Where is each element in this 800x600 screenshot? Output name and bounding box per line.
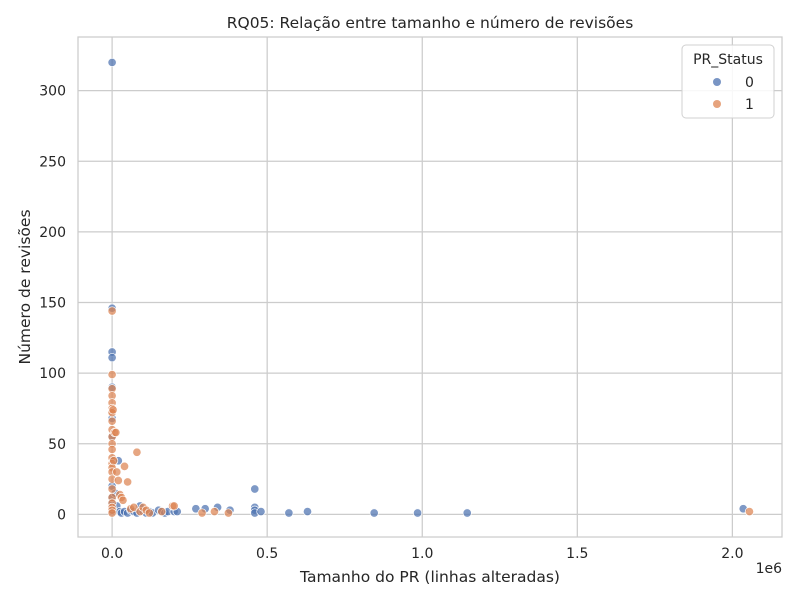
data-point bbox=[462, 508, 472, 518]
data-point bbox=[107, 484, 117, 494]
data-point bbox=[108, 405, 118, 415]
legend-label-0: 0 bbox=[745, 75, 754, 91]
data-point bbox=[209, 507, 220, 517]
x-tick-label: 1.5 bbox=[566, 546, 588, 562]
y-tick-label: 200 bbox=[39, 225, 66, 241]
data-point bbox=[119, 461, 130, 471]
data-point bbox=[144, 508, 154, 518]
data-point bbox=[107, 306, 117, 316]
data-point bbox=[107, 508, 117, 518]
y-tick-label: 300 bbox=[39, 84, 66, 100]
data-point bbox=[413, 508, 423, 518]
legend-marker-0 bbox=[713, 78, 721, 86]
y-tick-label: 100 bbox=[39, 366, 66, 382]
y-axis-title: Número de revisões bbox=[16, 209, 34, 364]
data-point bbox=[107, 57, 117, 67]
y-tick-label: 50 bbox=[48, 437, 66, 453]
data-point bbox=[284, 508, 294, 518]
data-point bbox=[191, 504, 201, 514]
plot-frame bbox=[77, 36, 783, 538]
data-point bbox=[118, 495, 128, 505]
y-tick-label: 150 bbox=[39, 296, 66, 312]
data-point bbox=[250, 484, 260, 494]
data-point bbox=[113, 475, 123, 486]
x-tick-label: 2.0 bbox=[721, 546, 743, 562]
data-point bbox=[129, 502, 139, 512]
legend-title: PR_Status bbox=[693, 52, 763, 68]
data-point bbox=[107, 416, 117, 426]
data-point bbox=[369, 508, 379, 518]
plot-area bbox=[78, 37, 782, 537]
data-point bbox=[112, 467, 122, 477]
x-axis-offset-label: 1e6 bbox=[756, 561, 783, 577]
grid bbox=[78, 37, 782, 537]
data-point bbox=[132, 447, 142, 457]
series-1 bbox=[107, 306, 754, 518]
x-tick-label: 0.0 bbox=[101, 546, 123, 562]
data-point bbox=[157, 507, 167, 517]
legend-label-1: 1 bbox=[745, 97, 754, 113]
x-tick-label: 0.5 bbox=[256, 546, 278, 562]
data-points bbox=[107, 57, 754, 518]
data-point bbox=[107, 370, 117, 380]
data-point bbox=[123, 477, 133, 487]
data-point bbox=[107, 444, 117, 454]
y-axis-ticks: 0 50 100 150 200 250 300 bbox=[39, 84, 66, 524]
data-point bbox=[111, 427, 121, 438]
chart-title: RQ05: Relação entre tamanho e número de … bbox=[227, 14, 634, 32]
x-tick-label: 1.0 bbox=[411, 546, 433, 562]
legend: PR_Status 0 1 bbox=[681, 44, 775, 119]
data-point bbox=[197, 508, 207, 518]
data-point bbox=[169, 501, 179, 511]
x-axis-ticks: 0.0 0.5 1.0 1.5 2.0 bbox=[101, 546, 744, 562]
legend-box bbox=[681, 44, 775, 119]
data-point bbox=[256, 507, 266, 517]
legend-marker-1 bbox=[713, 100, 721, 108]
data-point bbox=[223, 508, 233, 518]
data-point bbox=[302, 507, 313, 517]
data-point bbox=[107, 353, 117, 363]
y-tick-label: 250 bbox=[39, 154, 66, 170]
data-point bbox=[744, 507, 754, 517]
data-point bbox=[109, 456, 119, 466]
y-tick-label: 0 bbox=[57, 507, 66, 523]
x-axis-title: Tamanho do PR (linhas alteradas) bbox=[299, 568, 560, 586]
